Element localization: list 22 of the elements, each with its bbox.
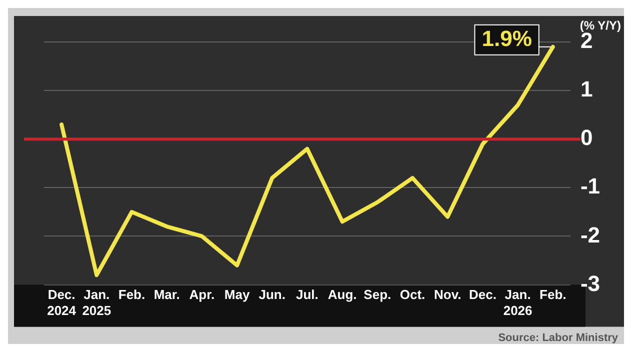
x-tick-label: Sep. [364,287,392,302]
x-tick-label: Oct. [400,287,426,302]
annotation: 1.9% [482,26,532,51]
x-tick-label: Dec. [468,287,496,302]
x-tick-label: Jan. 2025 [82,287,112,318]
y-tick-label: -1 [580,174,600,199]
x-tick-label: Mar. [154,287,180,302]
y-tick-label: 0 [580,125,593,150]
y-tick-label: -3 [580,270,600,296]
x-tick-label: Feb. [118,287,146,302]
source-note: Source: Labor Ministry [498,332,619,344]
x-tick-label: Feb. [540,287,566,302]
x-tick-label: May [224,287,250,302]
y-tick-label: 1 [580,76,593,102]
x-tick-label: Jul. [296,287,318,302]
x-tick-label: Jan. 2026 [503,287,532,318]
x-tick-label: Aug. [328,287,357,302]
y-tick-label: -2 [580,222,600,248]
x-tick-label: Apr. [189,287,215,302]
x-tick-label: Dec. 2024 [47,287,77,318]
x-tick-label: Jun. [258,287,286,302]
x-tick-label: Nov. [434,287,462,302]
